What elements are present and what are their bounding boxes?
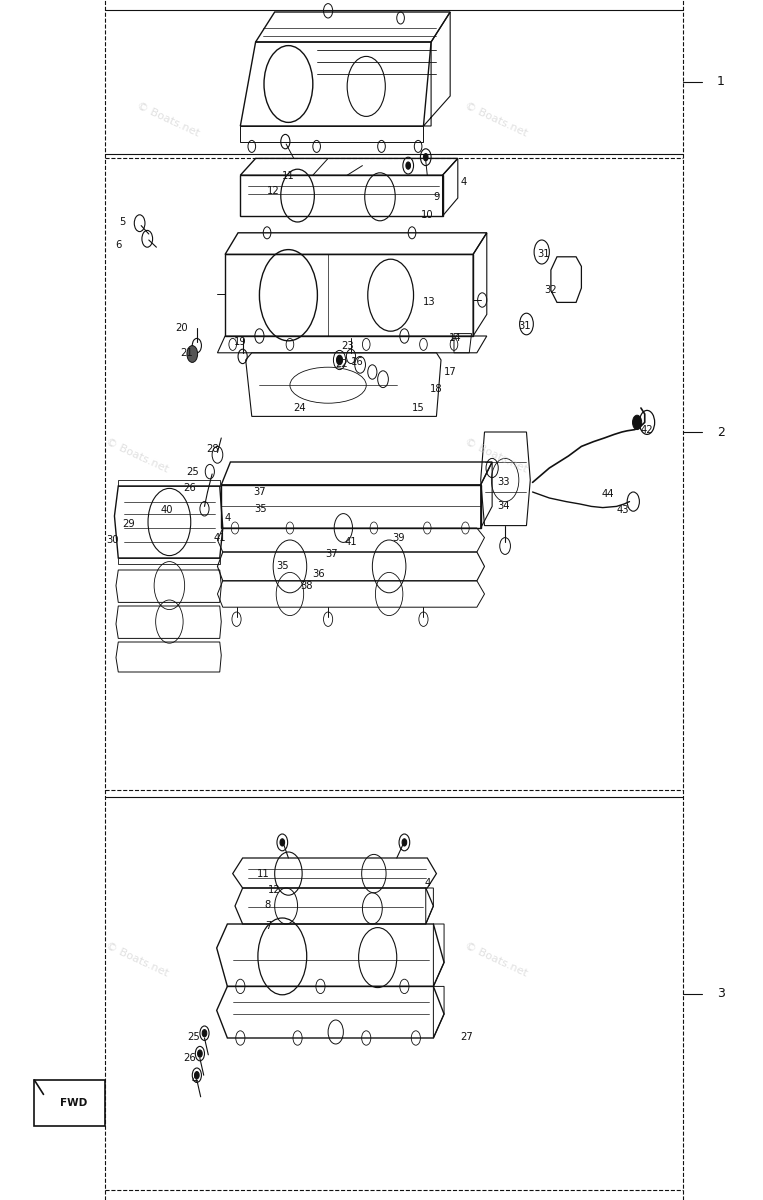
Text: © Boats.net: © Boats.net (463, 437, 529, 475)
Text: 22: 22 (336, 359, 348, 368)
Text: 40: 40 (160, 505, 172, 515)
Text: 14: 14 (449, 334, 461, 343)
Text: 18: 18 (430, 384, 443, 394)
Text: © Boats.net: © Boats.net (463, 101, 529, 139)
Text: 19: 19 (234, 337, 246, 347)
Text: 12: 12 (267, 186, 279, 196)
Text: 33: 33 (497, 478, 510, 487)
Text: 8: 8 (264, 900, 270, 910)
Text: FWD: FWD (60, 1098, 87, 1108)
Text: 1: 1 (717, 76, 725, 88)
Text: 12: 12 (269, 886, 281, 895)
Text: 6: 6 (115, 240, 121, 250)
Text: 34: 34 (497, 502, 510, 511)
Text: 32: 32 (545, 286, 557, 295)
Circle shape (406, 162, 410, 169)
Text: © Boats.net: © Boats.net (105, 941, 170, 979)
Text: 4: 4 (192, 1075, 198, 1085)
Text: 35: 35 (276, 562, 288, 571)
Text: 30: 30 (107, 535, 119, 545)
Text: 3: 3 (717, 988, 725, 1000)
Text: 7: 7 (266, 922, 272, 931)
Text: 38: 38 (301, 581, 313, 590)
Text: 37: 37 (326, 550, 338, 559)
Circle shape (198, 1050, 202, 1057)
Text: 4: 4 (224, 514, 230, 523)
Text: © Boats.net: © Boats.net (105, 437, 170, 475)
Circle shape (633, 415, 642, 430)
Circle shape (280, 839, 285, 846)
Text: 41: 41 (214, 533, 226, 542)
Text: 25: 25 (188, 1032, 200, 1042)
Text: 17: 17 (444, 367, 456, 377)
Text: 31: 31 (537, 250, 549, 259)
Text: 23: 23 (341, 341, 353, 350)
Text: 28: 28 (206, 444, 218, 454)
Text: 10: 10 (421, 210, 433, 220)
Text: 16: 16 (351, 358, 363, 367)
Text: 35: 35 (255, 504, 267, 514)
Text: 25: 25 (186, 467, 198, 476)
Text: 27: 27 (461, 1032, 473, 1042)
Text: 11: 11 (257, 869, 269, 878)
Text: 11: 11 (282, 172, 295, 181)
Text: 24: 24 (293, 403, 305, 413)
Text: 4: 4 (424, 878, 430, 888)
Text: 39: 39 (392, 533, 404, 542)
Circle shape (202, 1030, 207, 1037)
Circle shape (336, 355, 343, 365)
Text: 5: 5 (119, 217, 125, 227)
Text: 44: 44 (601, 490, 613, 499)
Text: 13: 13 (423, 298, 435, 307)
Circle shape (187, 346, 198, 362)
Text: 20: 20 (175, 323, 188, 332)
Text: © Boats.net: © Boats.net (135, 101, 201, 139)
Text: 42: 42 (641, 425, 653, 434)
Text: 26: 26 (183, 1054, 195, 1063)
Circle shape (195, 1072, 199, 1079)
Circle shape (402, 839, 407, 846)
Text: 36: 36 (313, 569, 325, 578)
Text: 43: 43 (617, 505, 629, 515)
Text: 2: 2 (717, 426, 725, 438)
Text: 26: 26 (183, 484, 195, 493)
Text: 29: 29 (122, 520, 134, 529)
Text: 41: 41 (345, 538, 357, 547)
Circle shape (423, 154, 428, 161)
Text: © Boats.net: © Boats.net (463, 941, 529, 979)
Text: 4: 4 (461, 178, 467, 187)
Text: 15: 15 (412, 403, 424, 413)
Text: 21: 21 (180, 348, 192, 358)
Text: 37: 37 (253, 487, 266, 497)
Text: 31: 31 (519, 322, 531, 331)
Text: 9: 9 (433, 192, 439, 202)
